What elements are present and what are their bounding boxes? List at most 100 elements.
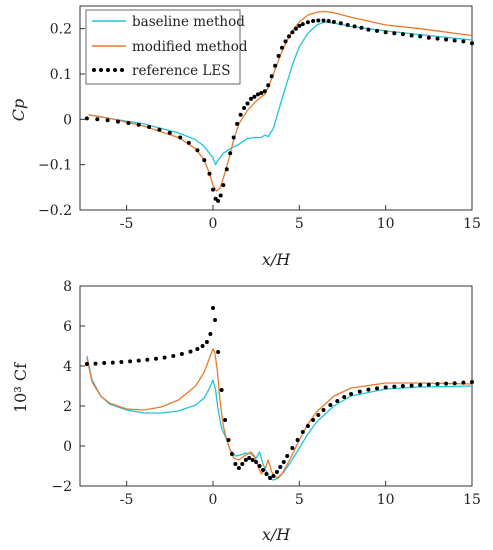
cp-y-tick-label: 0 [63, 112, 72, 128]
cp-point-reference-les [211, 187, 215, 192]
cp-point-reference-les [352, 24, 357, 29]
cf-series-baseline-method [86, 355, 473, 481]
cp-point-reference-les [280, 45, 284, 50]
cp-point-reference-les [84, 116, 89, 121]
cp-panel: -5 0 5 10 15 −0.2 −0.1 0 0.1 0.2 x/H Cp baseline … [9, 5, 481, 269]
legend-label-modified: modified method [132, 39, 248, 55]
cf-point-reference-les [179, 352, 184, 356]
cf-point-reference-les [400, 384, 405, 388]
cp-point-reference-les [195, 148, 200, 153]
cf-point-reference-les [470, 380, 474, 384]
cf-point-reference-les [261, 468, 265, 472]
cf-point-reference-les [452, 381, 457, 386]
cf-point-reference-les [243, 458, 248, 462]
cp-point-reference-les [207, 171, 212, 176]
cp-point-reference-les [276, 53, 281, 58]
cf-point-reference-les [342, 395, 347, 399]
cf-point-reference-les [136, 358, 141, 363]
cf-series-reference-les [84, 306, 474, 480]
legend: baseline method modified method referenc… [85, 9, 248, 85]
cp-y-tick-label: −0.1 [38, 158, 72, 174]
cf-x-tick-label: 0 [209, 492, 218, 508]
cf-point-reference-les [208, 332, 213, 336]
cp-point-reference-les [221, 183, 226, 188]
cf-point-reference-les [295, 438, 300, 442]
cf-point-reference-les [305, 424, 310, 428]
cp-point-reference-les [259, 91, 264, 95]
cf-point-reference-les [233, 462, 238, 466]
cp-point-reference-les [249, 96, 253, 101]
cf-point-reference-les [409, 383, 414, 388]
cp-point-reference-les [444, 37, 449, 42]
cf-series [84, 306, 474, 481]
cf-point-reference-les [375, 386, 379, 391]
cf-point-reference-les [226, 438, 231, 442]
cf-point-reference-les [285, 454, 290, 458]
cf-point-reference-les [435, 382, 440, 386]
cf-point-reference-les [195, 347, 200, 351]
cp-point-reference-les [311, 19, 316, 23]
cp-ticks: -5 0 5 10 15 −0.2 −0.1 0 0.1 0.2 [38, 22, 481, 232]
cp-point-reference-les [202, 158, 207, 163]
cp-point-reference-les [366, 27, 371, 32]
cf-point-reference-les [230, 452, 234, 456]
cp-point-reference-les [383, 30, 388, 35]
cp-y-tick-label: −0.2 [38, 203, 72, 219]
cf-point-reference-les [188, 349, 193, 354]
cp-point-reference-les [400, 32, 405, 37]
cp-point-reference-les [426, 35, 431, 40]
cp-point-reference-les [157, 127, 162, 132]
cf-point-reference-les [236, 466, 241, 470]
cp-point-reference-les [418, 34, 423, 39]
cf-x-axis-label: x/H [262, 525, 291, 544]
legend-swatch-reference [92, 68, 124, 72]
cp-point-reference-les [287, 34, 291, 39]
cf-point-reference-les [300, 430, 305, 434]
cp-point-reference-les [452, 38, 457, 43]
cf-point-reference-les [271, 474, 276, 478]
cf-point-reference-les [93, 361, 98, 366]
cf-point-reference-les [321, 408, 326, 412]
cf-x-tick-label: 15 [463, 492, 481, 508]
cf-point-reference-les [84, 362, 89, 366]
cp-x-tick-label: 0 [209, 216, 218, 232]
cf-point-reference-les [335, 399, 340, 403]
cf-y-tick-label: 4 [63, 359, 72, 375]
cf-point-reference-les [311, 418, 316, 422]
cp-point-reference-les [345, 23, 350, 27]
cf-point-reference-les [102, 361, 107, 365]
cp-point-reference-les [95, 117, 100, 122]
cp-point-reference-les [252, 94, 257, 99]
cp-point-reference-les [105, 118, 110, 123]
cp-plot-frame [79, 5, 473, 211]
cf-point-reference-les [128, 359, 133, 364]
legend-label-reference: reference LES [132, 63, 230, 79]
cp-x-tick-label: -5 [120, 216, 134, 232]
cf-point-reference-les [119, 360, 124, 364]
cf-point-reference-les [264, 472, 269, 476]
cp-point-reference-les [293, 26, 298, 31]
cp-point-reference-les [326, 19, 331, 23]
cf-point-reference-les [204, 340, 209, 344]
cp-point-reference-les [224, 167, 229, 172]
cf-ticks: -5 0 5 10 15 −2 0 2 4 6 8 [51, 279, 481, 508]
cp-point-reference-les [269, 74, 274, 79]
cf-point-reference-les [278, 465, 283, 469]
legend-label-baseline: baseline method [132, 14, 245, 30]
cp-point-reference-les [300, 22, 305, 27]
cp-point-reference-les [255, 92, 260, 97]
cf-point-reference-les [349, 392, 354, 396]
cp-x-tick-label: 15 [463, 216, 481, 232]
cf-point-reference-les [213, 318, 217, 322]
cp-y-tick-label: 0.2 [50, 22, 72, 38]
cf-point-reference-les [366, 387, 371, 392]
cf-point-reference-les [240, 462, 245, 466]
cp-x-tick-label: 5 [295, 216, 304, 232]
cf-point-reference-les [211, 306, 215, 310]
cp-point-reference-les [316, 18, 321, 23]
cf-point-reference-les [223, 418, 228, 422]
cp-point-reference-les [218, 193, 223, 198]
cp-point-reference-les [470, 41, 474, 46]
cp-point-reference-les [216, 198, 221, 203]
cf-y-tick-label: 8 [63, 279, 72, 295]
